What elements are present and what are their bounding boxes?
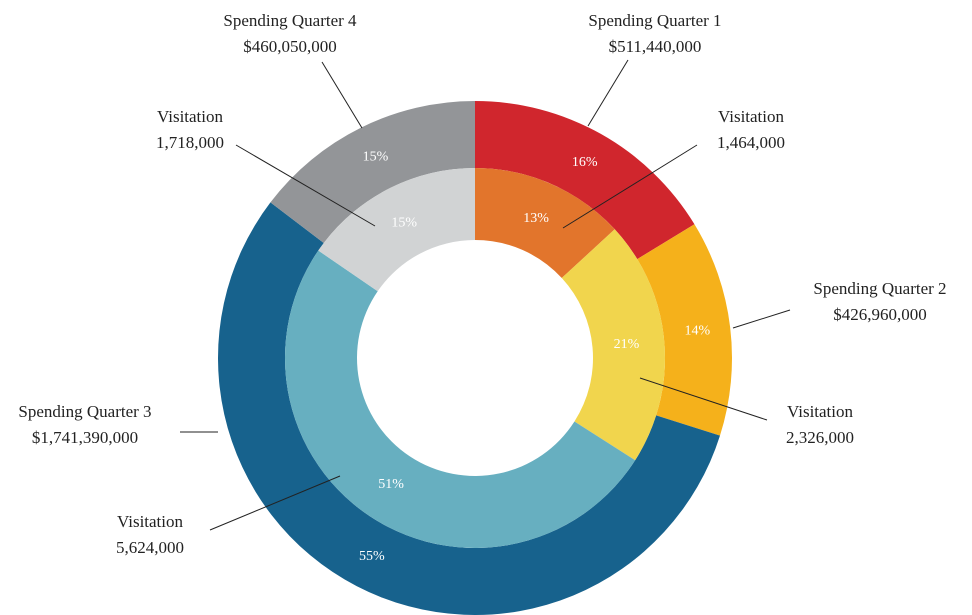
percent-label: 55% (359, 549, 385, 564)
category-label: Spending Quarter 2 (813, 279, 946, 298)
leader-line (562, 144, 698, 229)
amount-label: 1,464,000 (717, 133, 785, 152)
amount-label: 1,718,000 (156, 133, 224, 152)
leader-line (321, 61, 363, 129)
leader-line (587, 59, 629, 127)
amount-label: $460,050,000 (243, 37, 337, 56)
category-label: Visitation (787, 402, 854, 421)
donut-slice (318, 168, 475, 292)
donut-slice (561, 229, 666, 461)
leader-line (732, 309, 791, 329)
amount-label: $511,440,000 (609, 37, 702, 56)
percent-label: 15% (391, 216, 417, 231)
category-label: Visitation (718, 107, 785, 126)
leader-line (235, 144, 376, 227)
leader-line (639, 377, 768, 421)
category-label: Visitation (117, 512, 184, 531)
category-label: Spending Quarter 3 (18, 402, 151, 421)
percent-label: 16% (572, 155, 598, 170)
donut-slice (284, 250, 636, 548)
amount-label: $426,960,000 (833, 305, 927, 324)
category-label: Spending Quarter 1 (588, 11, 721, 30)
category-label: Spending Quarter 4 (223, 11, 357, 30)
donut-slice (637, 224, 733, 436)
amount-label: $1,741,390,000 (32, 428, 138, 447)
donut-slice (475, 101, 695, 260)
donut-slice (218, 202, 720, 615)
category-label: Visitation (157, 107, 224, 126)
percent-label: 21% (614, 337, 640, 352)
percent-label: 15% (363, 150, 389, 165)
amount-label: 5,624,000 (116, 538, 184, 557)
leader-line (209, 475, 341, 531)
amount-label: 2,326,000 (786, 428, 854, 447)
percent-label: 14% (685, 323, 711, 338)
percent-label: 13% (523, 211, 549, 226)
donut-slice (475, 168, 615, 279)
donut-slice (270, 101, 475, 243)
percent-label: 51% (378, 477, 404, 492)
